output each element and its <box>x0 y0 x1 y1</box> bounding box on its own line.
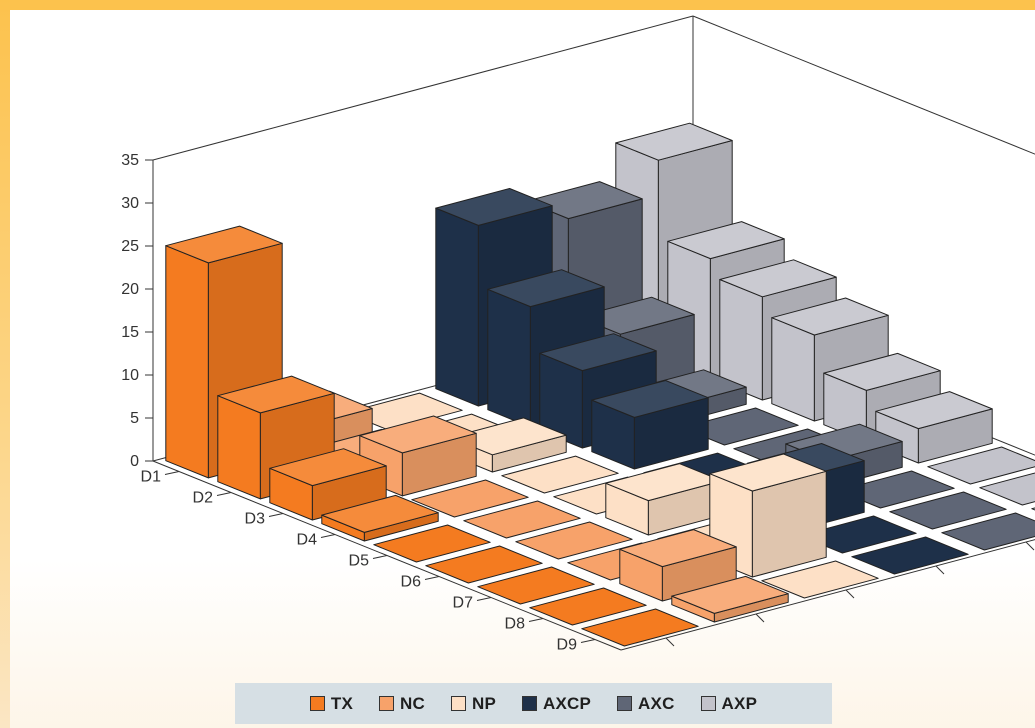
legend-item-axp: AXP <box>700 693 758 714</box>
bar-axc-d9 <box>941 512 1035 551</box>
bar-nc-d4 <box>411 479 529 518</box>
category-tick-mark <box>476 597 492 601</box>
legend-label-nc: NC <box>400 693 425 713</box>
category-tick-mark <box>164 471 180 475</box>
category-tick-mark <box>528 618 544 622</box>
bar-np-d6 <box>605 463 723 536</box>
z-tick-label: 20 <box>121 281 139 298</box>
floor-right-edge <box>620 539 1035 651</box>
series-tick-mark <box>755 613 765 623</box>
bar-axp-d9 <box>1031 507 1035 511</box>
z-tick-label: 25 <box>121 238 139 255</box>
category-tick-mark <box>424 576 440 580</box>
category-tick-label: D9 <box>557 637 578 654</box>
z-tick-label: 15 <box>121 324 139 341</box>
frame-top-left-edge <box>152 15 694 161</box>
legend-label-axcp: AXCP <box>543 693 592 713</box>
bar-axp-d6 <box>875 391 993 464</box>
category-tick-mark <box>268 513 284 517</box>
legend-swatch-axc <box>617 696 633 711</box>
bar-axcp-d8 <box>799 515 917 554</box>
legend-swatch-tx <box>309 696 325 711</box>
legend-item-np: NP <box>450 693 496 714</box>
bar-axp-d7 <box>927 446 1035 485</box>
legend-swatch-axcp <box>522 696 537 711</box>
bar-axcp-d4 <box>591 380 709 470</box>
bar-tx-d4 <box>321 494 439 542</box>
category-tick-label: D8 <box>505 616 526 633</box>
category-tick-label: D2 <box>193 490 214 507</box>
frame-top-back-edge <box>692 15 1035 155</box>
legend-swatch-axp <box>700 696 716 711</box>
legend-item-nc: NC <box>379 694 425 714</box>
bar-tx-d5 <box>373 524 491 563</box>
left-border <box>0 0 10 728</box>
legend-label-tx: TX <box>330 693 353 713</box>
category-tick-label: D5 <box>349 553 370 570</box>
bar-np-d9 <box>761 560 879 599</box>
top-border <box>0 0 1035 10</box>
series-tick-mark <box>665 637 675 647</box>
category-tick-label: D6 <box>401 574 422 591</box>
z-tick-label: 5 <box>130 410 139 427</box>
legend-label-axc: AXC <box>638 693 675 713</box>
category-tick-label: D4 <box>297 532 318 549</box>
category-tick-label: D3 <box>245 511 266 528</box>
category-tick-mark <box>372 555 388 559</box>
chart-legend: TX NC NP AXCP AXC AXP <box>235 683 832 724</box>
z-tick-label: 0 <box>130 453 139 470</box>
series-tick-mark <box>845 589 855 599</box>
z-tick-label: 30 <box>121 195 139 212</box>
legend-swatch-nc <box>379 696 394 711</box>
bar-axcp-d9 <box>851 536 969 575</box>
legend-label-axp: AXP <box>721 693 758 713</box>
bar-axc-d4 <box>681 407 799 446</box>
bar-nc-d9 <box>671 575 789 623</box>
category-tick-label: D7 <box>453 595 474 612</box>
bar-nc-d8 <box>619 529 737 602</box>
z-tick-label: 35 <box>121 152 139 169</box>
z-tick-label: 10 <box>121 367 139 384</box>
bar-tx-d6 <box>425 545 543 584</box>
bar-tx-d7 <box>477 566 595 605</box>
category-tick-mark <box>580 639 596 643</box>
legend-item-axcp: AXCP <box>522 694 591 714</box>
category-tick-mark <box>320 534 336 538</box>
bar-tx-d8 <box>529 587 647 626</box>
series-tick-mark <box>1025 541 1035 551</box>
category-tick-mark <box>216 492 232 496</box>
legend-swatch-np <box>450 696 466 711</box>
bar-nc-d6 <box>515 521 633 560</box>
legend-item-tx: TX <box>309 693 353 714</box>
bar-np-d4 <box>501 455 619 494</box>
bar-axp-d8 <box>979 472 1035 506</box>
bar-tx-d3 <box>269 448 387 521</box>
legend-label-np: NP <box>471 693 496 713</box>
bar-axc-d8 <box>889 491 1007 530</box>
category-tick-label: D1 <box>141 469 162 486</box>
series-tick-mark <box>935 565 945 575</box>
legend-item-axc: AXC <box>617 694 675 714</box>
bar-axc-d7 <box>837 470 955 509</box>
bar-chart-3d: 0 5 10 15 20 25 30 35 D1 D2 D3 D4 D5 D6 D7 D8 D9 <box>121 15 1035 654</box>
bar-nc-d5 <box>463 500 581 539</box>
bar-np-d1 <box>345 392 463 431</box>
bar-tx-d9 <box>581 608 699 647</box>
